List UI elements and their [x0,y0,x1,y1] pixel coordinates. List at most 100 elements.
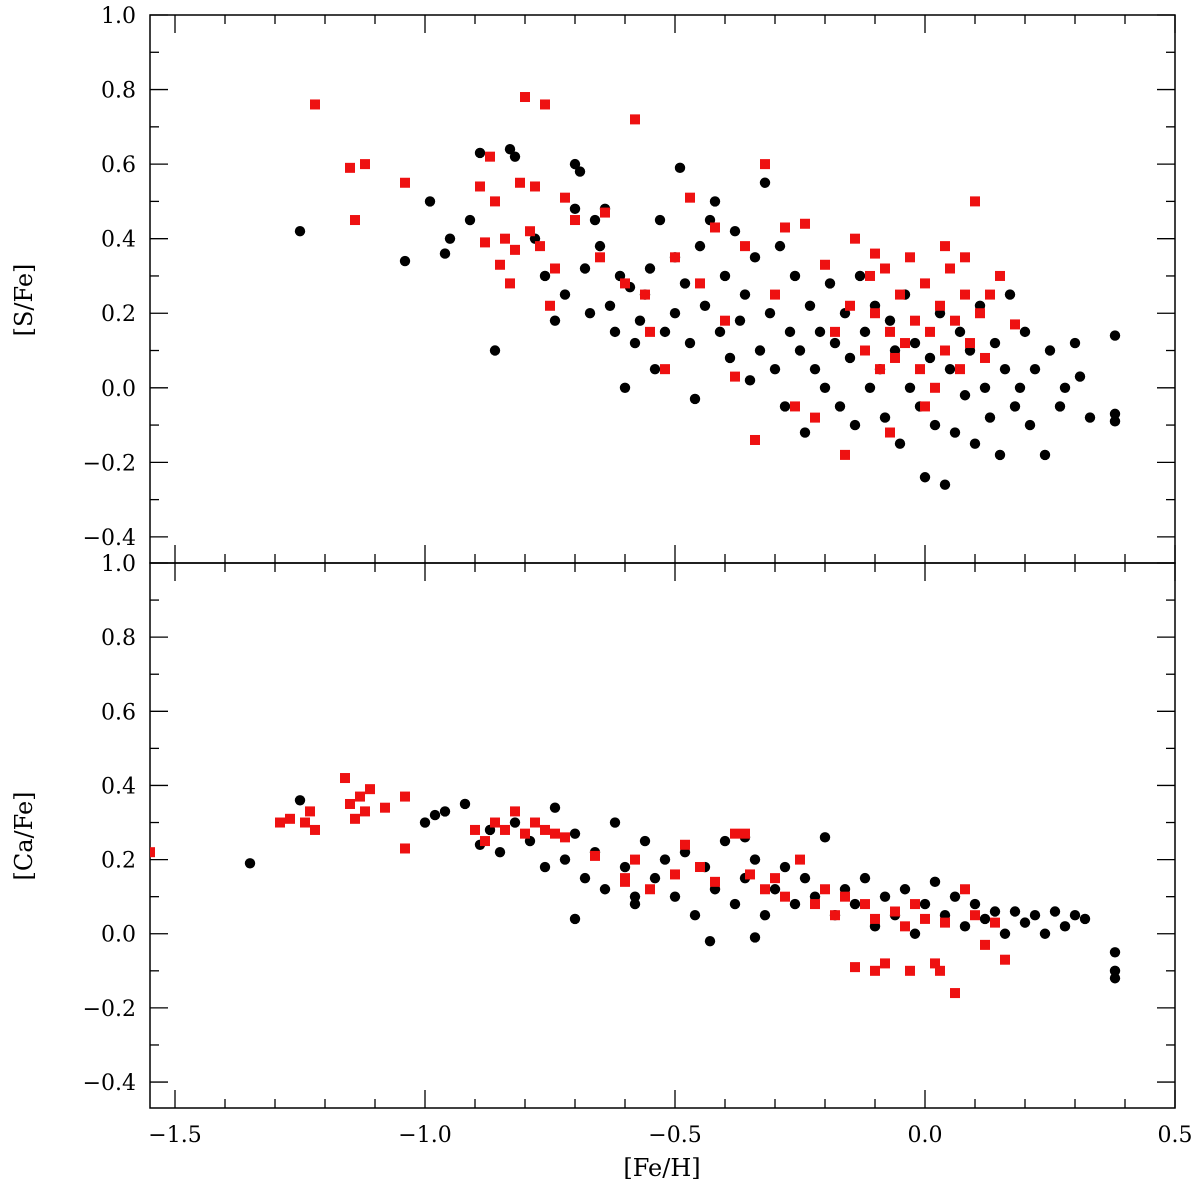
black-circle-point [654,214,666,226]
red-square-point [670,252,680,263]
red-square-point [1000,954,1010,965]
black-circle-point [689,910,701,921]
black-circle-point [1039,449,1051,461]
sfe-panel: 1.0 0.8 0.6 0.4 0.2 0.0 −0.2 −0.4 [83,4,1176,564]
red-square-point [960,252,970,263]
red-square-point [910,315,920,326]
black-circle-point [749,252,761,263]
red-square-point [275,817,285,828]
red-square-point [630,114,640,125]
red-square-point [530,181,540,192]
red-square-point [740,241,750,252]
black-circle-point [594,240,606,252]
black-circle-point [684,337,696,349]
black-circle-point [574,166,586,177]
black-circle-point [459,798,471,810]
red-square-point [525,226,535,237]
black-circle-point [1074,371,1086,382]
black-circle-point [819,382,831,393]
red-square-point [840,449,850,460]
y-tick-label: 0.0 [101,377,136,402]
black-circle-point [989,906,1001,917]
black-circle-point [294,795,306,806]
black-circle-point [919,898,931,910]
black-circle-point [999,928,1011,939]
y-axis-title-cafe: [Ca/Fe] [10,791,38,880]
red-square-point [910,899,920,910]
red-square-point [150,847,155,858]
black-circle-point [719,270,731,282]
red-square-point [520,828,530,839]
black-circle-point [754,345,766,356]
red-square-point [935,300,945,311]
x-tick-label: 0.5 [1158,1123,1193,1148]
black-circle-point [569,828,581,839]
red-square-point [695,278,705,289]
red-square-point [510,244,520,255]
red-square-point [310,99,320,110]
red-square-point [810,412,820,423]
y-tick-label: 0.0 [101,923,136,948]
x-tick-label: 0.0 [908,1123,943,1148]
black-circle-point [639,835,651,847]
red-square-point [995,270,1005,281]
black-circle-point [509,151,521,162]
x-tick-label: −1.0 [398,1123,451,1148]
black-circle-point [939,479,951,490]
black-circle-point [619,861,631,873]
red-square-point [480,836,490,847]
red-square-point [560,832,570,843]
black-circle-point [834,401,846,412]
red-square-point [360,159,370,170]
black-circle-point [1084,412,1096,423]
y-tick-label: −0.4 [83,1071,136,1096]
black-circle-point [244,858,256,869]
red-square-point [730,828,740,839]
red-square-point [975,308,985,319]
red-square-point [400,791,410,802]
y-tick-label: 0.4 [101,774,136,799]
red-square-point [905,252,915,263]
red-square-point [500,233,510,244]
red-square-point [980,352,990,363]
black-circle-point [1109,973,1121,984]
black-circle-point [674,162,686,174]
black-circle-point [959,921,971,932]
black-circle-point [799,872,811,884]
red-square-point [840,891,850,902]
red-square-point [965,338,975,349]
black-circle-point [659,854,671,865]
black-circle-point [734,315,746,326]
red-square-point [770,873,780,884]
x-axis-title: [Fe/H] [623,1154,700,1182]
red-square-point [925,326,935,337]
red-square-point [570,215,580,226]
black-circle-point [769,884,781,895]
y-tick-label: −0.4 [83,526,136,551]
black-circle-point [1029,363,1041,375]
black-circle-point [719,835,731,847]
black-circle-point [774,240,786,252]
black-circle-point [784,326,796,338]
black-circle-point [764,308,776,319]
red-square-point [880,263,890,274]
x-tick-label: −0.5 [648,1123,701,1148]
black-circle-point [419,817,431,828]
red-square-point [960,289,970,300]
red-square-point [940,345,950,356]
red-square-point [645,326,655,337]
black-circle-point [799,427,811,438]
red-square-point [860,899,870,910]
black-circle-point [1079,913,1091,925]
black-circle-point [704,935,716,947]
black-circle-point [989,337,1001,349]
black-circle-point [569,203,581,215]
black-circle-point [999,363,1011,375]
black-circle-point [689,393,701,405]
black-circle-point [979,382,991,393]
black-circle-point [744,375,756,386]
black-circle-point [749,932,761,943]
red-square-point [900,338,910,349]
black-circle-point [789,898,801,910]
red-square-point [880,958,890,969]
